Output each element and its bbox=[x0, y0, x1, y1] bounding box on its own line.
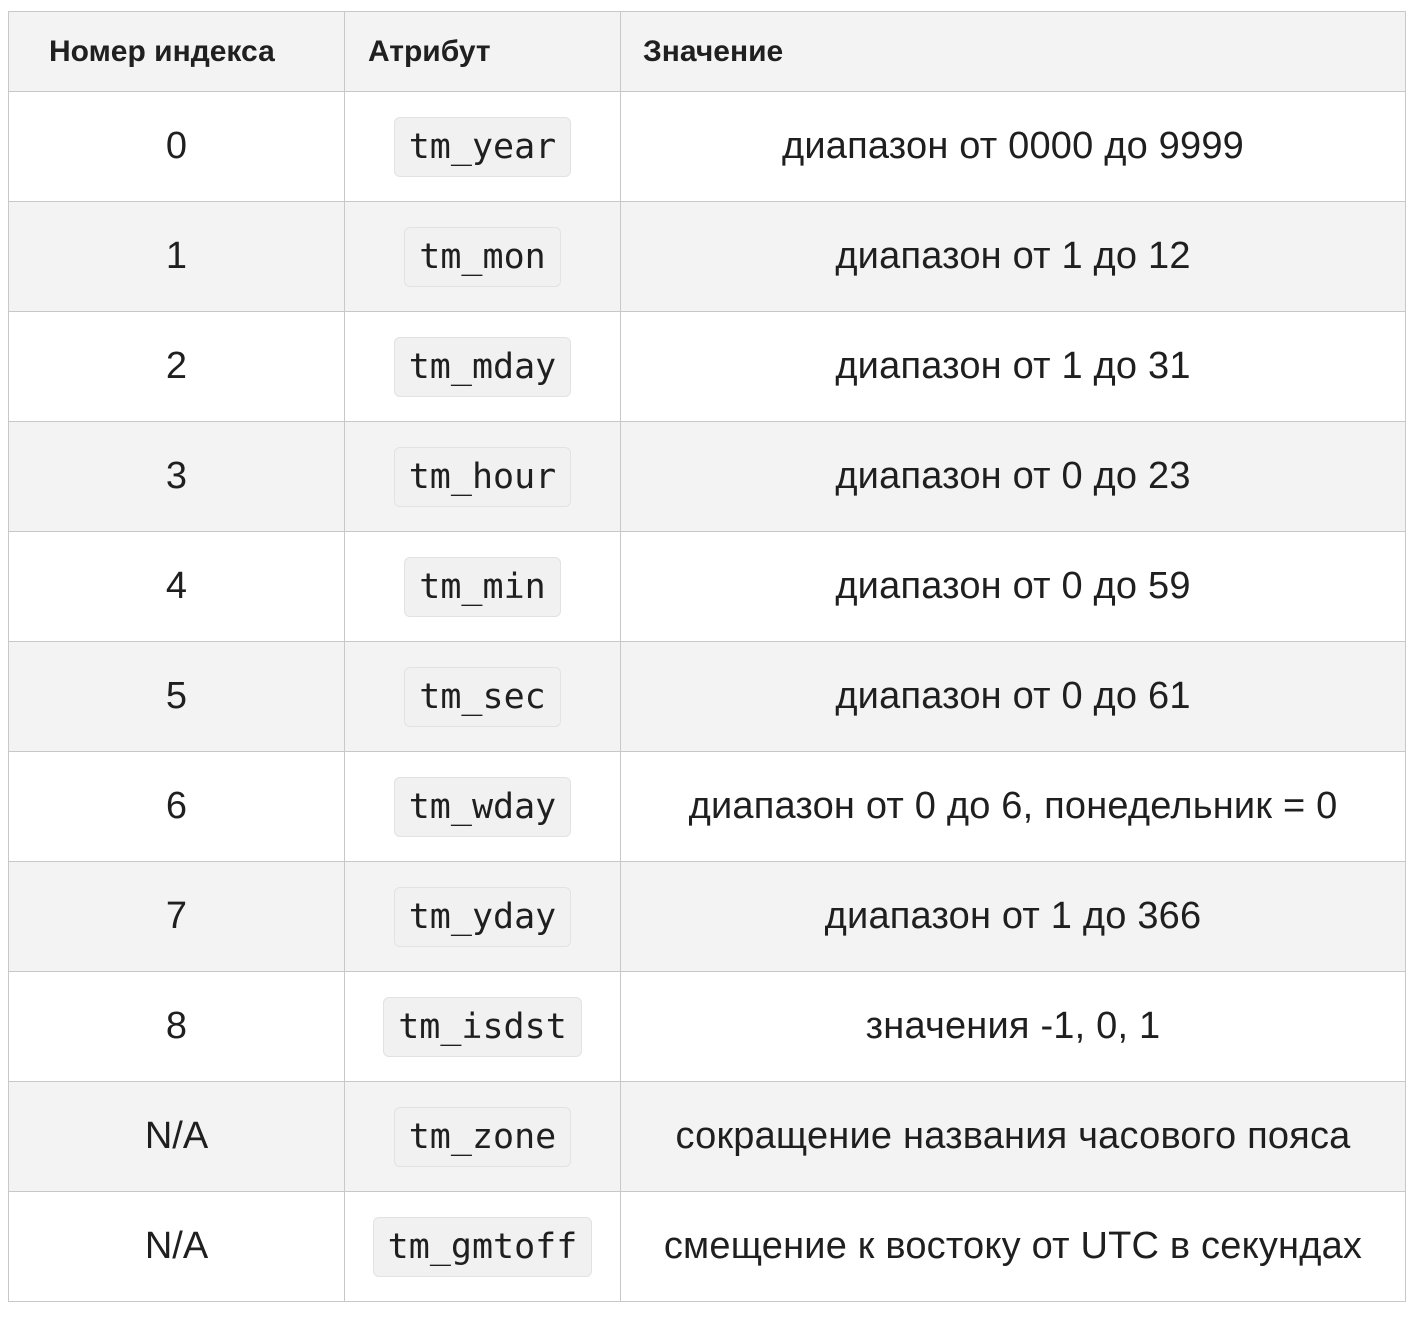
table-body: 0 tm_year диапазон от 0000 до 9999 1 tm_… bbox=[8, 91, 1406, 1302]
table-row: 3 tm_hour диапазон от 0 до 23 bbox=[8, 421, 1406, 532]
index-cell: 0 bbox=[8, 91, 345, 202]
attribute-cell: tm_yday bbox=[344, 861, 621, 972]
index-cell: 5 bbox=[8, 641, 345, 752]
table-row: 6 tm_wday диапазон от 0 до 6, понедельни… bbox=[8, 751, 1406, 862]
table-row: 8 tm_isdst значения -1, 0, 1 bbox=[8, 971, 1406, 1082]
table-row: N/A tm_zone сокращение названия часового… bbox=[8, 1081, 1406, 1192]
attribute-code: tm_yday bbox=[393, 886, 572, 947]
attribute-code: tm_sec bbox=[404, 666, 561, 727]
attribute-code: tm_year bbox=[393, 116, 572, 177]
value-cell: диапазон от 1 до 31 bbox=[620, 311, 1406, 422]
attribute-cell: tm_year bbox=[344, 91, 621, 202]
attribute-cell: tm_gmtoff bbox=[344, 1191, 621, 1302]
attribute-cell: tm_isdst bbox=[344, 971, 621, 1082]
value-cell: диапазон от 0000 до 9999 bbox=[620, 91, 1406, 202]
attribute-code: tm_min bbox=[404, 556, 561, 617]
table-row: 7 tm_yday диапазон от 1 до 366 bbox=[8, 861, 1406, 972]
table-row: 4 tm_min диапазон от 0 до 59 bbox=[8, 531, 1406, 642]
index-cell: 8 bbox=[8, 971, 345, 1082]
header-row: Номер индекса Атрибут Значение bbox=[8, 11, 1406, 92]
index-cell: 7 bbox=[8, 861, 345, 972]
attribute-code: tm_hour bbox=[393, 446, 572, 507]
attribute-code: tm_isdst bbox=[383, 996, 582, 1057]
attribute-cell: tm_hour bbox=[344, 421, 621, 532]
attribute-cell: tm_zone bbox=[344, 1081, 621, 1192]
index-cell: 3 bbox=[8, 421, 345, 532]
attribute-cell: tm_sec bbox=[344, 641, 621, 752]
attribute-code: tm_gmtoff bbox=[372, 1216, 593, 1277]
table-row: 2 tm_mday диапазон от 1 до 31 bbox=[8, 311, 1406, 422]
value-cell: сокращение названия часового пояса bbox=[620, 1081, 1406, 1192]
struct-time-table: Номер индекса Атрибут Значение 0 tm_year… bbox=[8, 11, 1406, 1302]
table-header: Номер индекса Атрибут Значение bbox=[8, 11, 1406, 92]
index-cell: 2 bbox=[8, 311, 345, 422]
table-row: 1 tm_mon диапазон от 1 до 12 bbox=[8, 201, 1406, 312]
header-index: Номер индекса bbox=[8, 11, 345, 92]
value-cell: смещение к востоку от UTC в секундах bbox=[620, 1191, 1406, 1302]
header-attribute: Атрибут bbox=[344, 11, 621, 92]
attribute-code: tm_zone bbox=[393, 1106, 572, 1167]
index-cell: 6 bbox=[8, 751, 345, 862]
attribute-cell: tm_wday bbox=[344, 751, 621, 862]
attribute-cell: tm_mon bbox=[344, 201, 621, 312]
value-cell: диапазон от 0 до 59 bbox=[620, 531, 1406, 642]
index-cell: 4 bbox=[8, 531, 345, 642]
attribute-cell: tm_min bbox=[344, 531, 621, 642]
index-cell: N/A bbox=[8, 1081, 345, 1192]
table-row: 0 tm_year диапазон от 0000 до 9999 bbox=[8, 91, 1406, 202]
value-cell: диапазон от 1 до 366 bbox=[620, 861, 1406, 972]
value-cell: диапазон от 0 до 23 bbox=[620, 421, 1406, 532]
table-row: N/A tm_gmtoff смещение к востоку от UTC … bbox=[8, 1191, 1406, 1302]
struct-time-table-container: Номер индекса Атрибут Значение 0 tm_year… bbox=[8, 11, 1406, 1302]
attribute-code: tm_mday bbox=[393, 336, 572, 397]
index-cell: N/A bbox=[8, 1191, 345, 1302]
value-cell: диапазон от 1 до 12 bbox=[620, 201, 1406, 312]
value-cell: диапазон от 0 до 6, понедельник = 0 bbox=[620, 751, 1406, 862]
attribute-cell: tm_mday bbox=[344, 311, 621, 422]
index-cell: 1 bbox=[8, 201, 345, 312]
header-value: Значение bbox=[620, 11, 1406, 92]
value-cell: значения -1, 0, 1 bbox=[620, 971, 1406, 1082]
attribute-code: tm_mon bbox=[404, 226, 561, 287]
attribute-code: tm_wday bbox=[393, 776, 572, 837]
value-cell: диапазон от 0 до 61 bbox=[620, 641, 1406, 752]
table-row: 5 tm_sec диапазон от 0 до 61 bbox=[8, 641, 1406, 752]
